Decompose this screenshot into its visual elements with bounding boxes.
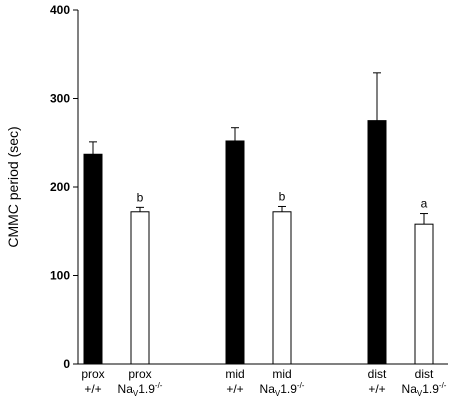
bar — [225, 140, 245, 365]
category-label-bottom: NaV1.9-/- — [118, 381, 163, 398]
category-label-bottom: +/+ — [226, 382, 243, 396]
y-tick-label: 300 — [50, 92, 70, 106]
significance-label: b — [137, 190, 144, 204]
category-label-top: dist — [368, 367, 387, 381]
category-label-bottom: NaV1.9-/- — [260, 381, 305, 398]
category-label-top: mid — [225, 367, 244, 381]
bar — [130, 211, 150, 365]
bar — [83, 153, 103, 365]
y-axis-title: CMMC period (sec) — [5, 126, 21, 247]
significance-label: b — [279, 189, 286, 203]
category-label-bottom: +/+ — [368, 382, 385, 396]
y-tick-label: 400 — [50, 3, 70, 17]
bar — [367, 120, 387, 365]
bar — [414, 223, 434, 365]
category-label-top: dist — [415, 367, 434, 381]
bar — [272, 211, 292, 365]
y-tick-label: 0 — [63, 357, 70, 371]
category-label-bottom: NaV1.9-/- — [402, 381, 447, 398]
axes: 0 100 200 300 400 — [50, 3, 448, 371]
y-tick-label: 200 — [50, 180, 70, 194]
significance-label: a — [421, 197, 428, 211]
y-tick-label: 100 — [50, 269, 70, 283]
bars: b ba — [83, 72, 434, 365]
category-labels: prox+/+proxNaV1.9-/-mid+/+midNaV1.9-/-di… — [81, 367, 446, 398]
category-label-top: prox — [81, 367, 104, 381]
category-label-top: prox — [128, 367, 151, 381]
category-label-bottom: +/+ — [84, 382, 101, 396]
category-label-top: mid — [272, 367, 291, 381]
